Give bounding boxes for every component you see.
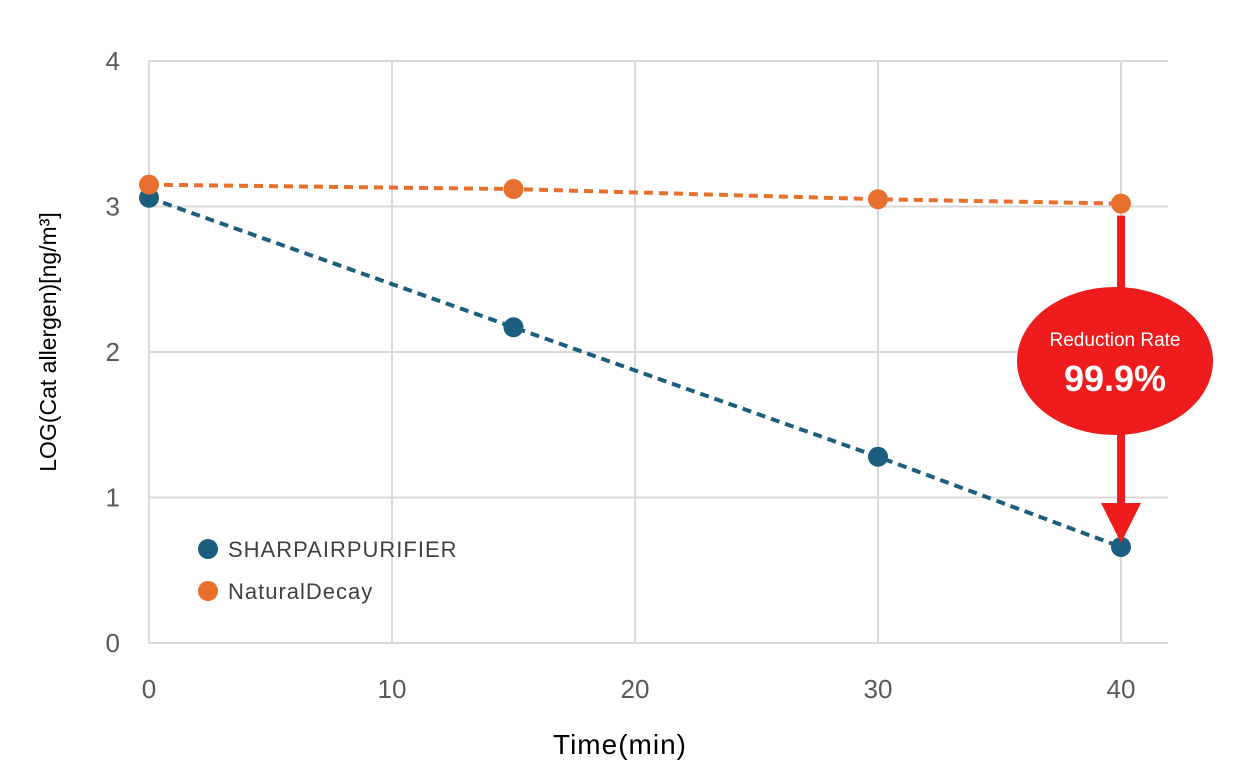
y-tick-label: 1: [106, 483, 120, 513]
y-tick-label: 2: [106, 337, 120, 367]
x-tick-label: 10: [378, 674, 407, 704]
data-point-naturaldecay: [503, 179, 524, 200]
reduction-bubble: [1017, 287, 1213, 435]
reduction-annotation: Reduction Rate 99.9%: [1017, 215, 1213, 543]
y-tick-label: 4: [106, 46, 120, 76]
y-tick-label: 0: [106, 628, 120, 658]
data-point-naturaldecay: [1111, 193, 1131, 214]
legend-label-naturaldecay: NaturalDecay: [228, 579, 373, 604]
y-tick-labels: 0 1 2 3 4: [106, 46, 120, 658]
x-tick-label: 0: [142, 674, 156, 704]
data-point-sharpairpurifier: [503, 317, 524, 338]
legend-label-sharpairpurifier: SHARPAIRPURIFIER: [228, 537, 458, 562]
series-line-naturaldecay: [148, 182, 1122, 206]
series-line-sharpairpurifier: [148, 195, 1122, 549]
x-tick-label: 40: [1107, 674, 1136, 704]
y-axis-title: LOG(Cat allergen)[ng/m³]: [35, 212, 61, 471]
x-tick-labels: 0 10 20 30 40: [142, 674, 1136, 704]
reduction-rate-value: 99.9%: [1064, 358, 1166, 399]
data-point-naturaldecay: [139, 174, 159, 195]
reduction-rate-label: Reduction Rate: [1050, 330, 1181, 351]
reduction-arrow-head: [1101, 502, 1141, 543]
x-tick-label: 20: [621, 674, 650, 704]
data-point-sharpairpurifier: [868, 446, 888, 467]
data-point-naturaldecay: [868, 189, 888, 210]
data-point-sharpairpurifier: [1111, 536, 1131, 557]
y-tick-label: 3: [106, 192, 120, 222]
x-tick-label: 30: [864, 674, 893, 704]
legend-marker-naturaldecay: [198, 581, 218, 601]
legend-marker-sharpairpurifier: [198, 539, 218, 559]
x-axis-title: Time(min): [553, 729, 687, 760]
series-layer: [139, 174, 1131, 557]
legend: SHARPAIRPURIFIER NaturalDecay: [198, 537, 458, 604]
